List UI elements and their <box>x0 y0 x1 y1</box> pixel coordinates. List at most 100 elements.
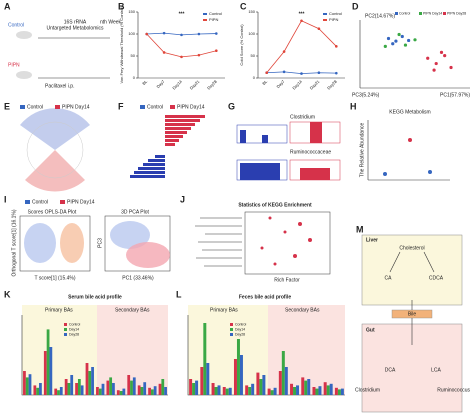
taxon-label: Clostridium <box>290 114 315 120</box>
legend-swatch <box>443 12 446 15</box>
bar <box>245 385 249 395</box>
legend-swatch <box>419 12 422 15</box>
axis-label: T score[1] (15.4%) <box>34 275 75 281</box>
panel-a: Control 16S rRNA Untargeted Metabolomics… <box>8 19 122 89</box>
point <box>215 32 218 35</box>
bar <box>77 379 81 395</box>
bar <box>75 383 78 395</box>
bar <box>315 388 319 395</box>
bar <box>270 390 274 395</box>
bar <box>101 383 105 395</box>
bar <box>137 385 141 395</box>
region-primary <box>188 305 268 395</box>
axis-label: Cold Score (% Control) <box>239 24 244 66</box>
bar <box>23 371 26 395</box>
point <box>426 56 430 60</box>
bar <box>211 383 215 395</box>
node: Clostridium <box>355 387 380 393</box>
panel-label: I <box>4 194 7 204</box>
bar <box>57 390 60 395</box>
point <box>407 38 411 43</box>
legend-label: PIPN Day14 <box>423 11 442 15</box>
bar <box>273 387 277 395</box>
axis-label: Von Frey Withdrawal Threshold (% Control… <box>119 6 124 84</box>
series-line <box>266 20 337 73</box>
legend-label: PIPN Day14 <box>177 104 205 110</box>
bar <box>225 388 229 395</box>
point <box>449 65 453 70</box>
bar <box>28 374 32 395</box>
bar <box>91 367 94 395</box>
cladogram-ring <box>26 121 84 179</box>
annotation: *** <box>299 11 305 17</box>
axis-label: Orthogonal T score[1] (16.1%) <box>11 209 17 276</box>
panel-label: C <box>240 1 247 11</box>
panel-label: J <box>180 194 185 204</box>
bar <box>217 385 221 395</box>
legend-label: Control <box>235 322 247 326</box>
bar <box>284 367 288 395</box>
timeline-text: nth Week <box>100 19 122 25</box>
y-tick-label: 50 <box>131 53 136 58</box>
bar <box>200 367 204 395</box>
panel-e: Control PIPN Day14 <box>20 104 90 192</box>
lda-bars-blue <box>130 155 165 178</box>
series-line <box>146 33 217 58</box>
panel-label: D <box>352 1 359 11</box>
bar <box>150 389 154 395</box>
bar <box>301 377 305 395</box>
legend-swatch <box>55 105 60 109</box>
timeline-text: Untargeted Metabolomics <box>47 25 104 31</box>
bar <box>233 359 237 395</box>
lda-bars-red <box>165 115 205 146</box>
region-label: Secondary BAs <box>285 307 320 313</box>
point <box>300 72 303 75</box>
point <box>413 38 417 42</box>
bar <box>192 383 196 395</box>
legend-label: Control <box>27 104 43 110</box>
bar <box>46 329 50 395</box>
bar <box>143 382 147 395</box>
x-tick-label: Day21 <box>189 78 201 90</box>
bar <box>278 371 282 395</box>
node: Cholesterol <box>399 245 424 251</box>
legend-label: Day14 <box>235 327 245 331</box>
panel-f: Control PIPN Day14 <box>130 104 205 178</box>
point <box>180 55 183 59</box>
point <box>400 34 404 39</box>
axis-label: PC3(5.24%) <box>352 92 380 98</box>
legend-label: PIPN Day28 <box>447 11 466 15</box>
bar <box>43 351 47 395</box>
x-tick-label: BL <box>141 78 149 86</box>
point <box>162 31 166 35</box>
panel-g: Clostridium Ruminococcaceae <box>236 114 341 181</box>
point <box>145 32 148 36</box>
bar <box>307 379 311 395</box>
bar <box>153 386 157 395</box>
axis-label: Rich Factor <box>274 277 300 283</box>
panel-h: KEGG Metabolism The Relative Abundance <box>359 109 450 181</box>
bar <box>312 387 316 395</box>
legend-label: Day28 <box>69 332 79 336</box>
region-label: Liver <box>366 237 378 243</box>
point <box>317 71 321 75</box>
node: DCA <box>385 367 396 373</box>
point <box>180 33 183 37</box>
taxon-label: Ruminococcaceae <box>290 149 331 155</box>
cladogram-sector <box>25 150 85 192</box>
bar <box>334 387 338 395</box>
bar <box>88 371 92 395</box>
bar <box>132 377 136 395</box>
legend-swatch <box>64 333 67 336</box>
bar <box>49 347 53 395</box>
bar <box>248 387 252 395</box>
bar <box>206 363 210 395</box>
panel-label: B <box>118 1 125 11</box>
legend-swatch <box>395 12 398 15</box>
bar <box>33 385 37 395</box>
panel-label: F <box>118 101 124 111</box>
x-tick-label: Day7 <box>275 78 286 89</box>
region-label: Gut <box>366 327 375 333</box>
group-label: PIPN <box>8 62 20 68</box>
